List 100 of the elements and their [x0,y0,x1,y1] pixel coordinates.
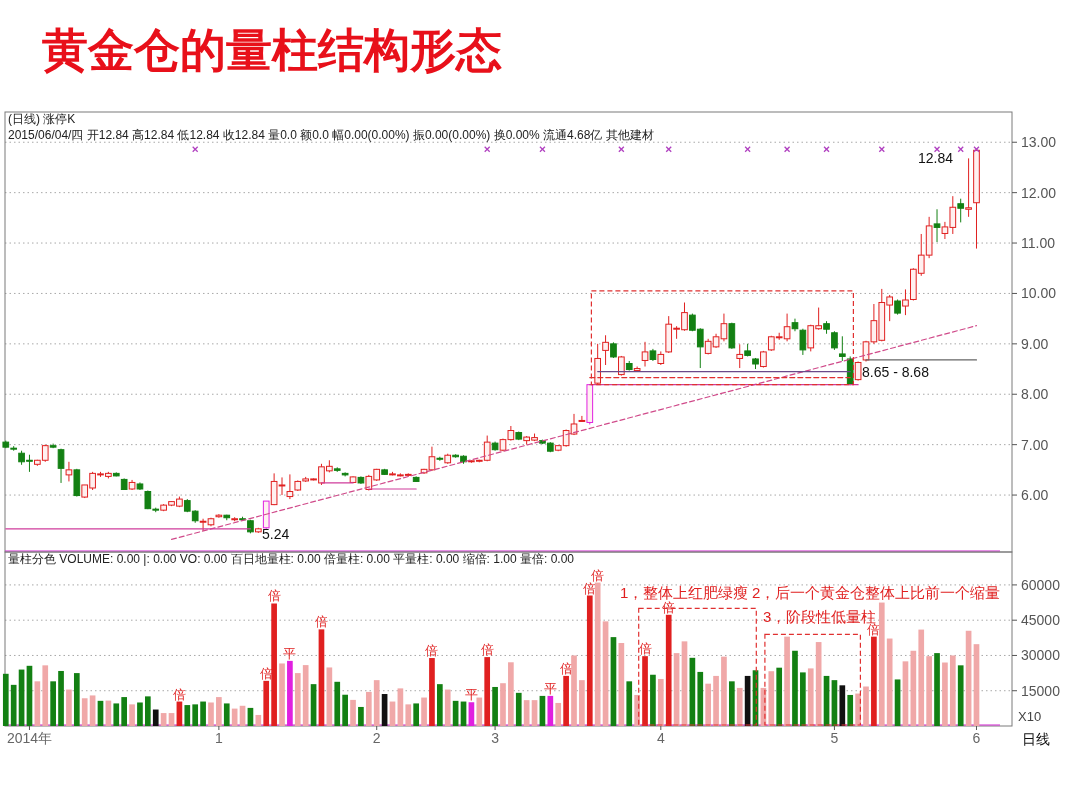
bar [776,667,783,726]
bar [886,638,893,726]
bar [807,668,814,726]
bar [800,672,806,726]
data-label: 平 [464,687,478,703]
y-tick-label: 7.00 [1021,436,1049,453]
y-tick-label: 10.00 [1021,285,1057,302]
bar [586,595,593,726]
chart-title: 黄金仓的量柱结构形态 [42,24,502,76]
bar [697,671,704,726]
bar [216,697,222,726]
text: 日线 [1022,731,1050,747]
candlestick [65,461,73,482]
bar [721,656,727,726]
bar [792,650,798,726]
candlestick [286,473,294,500]
x-tick-label: 6 [972,730,981,746]
bar [729,681,735,726]
y-tick-label: 30000 [1021,647,1061,664]
annotation: 8.65 - 8.68 [862,364,930,380]
data-label: 倍 [591,567,605,583]
bar [302,665,309,726]
bar [358,706,364,726]
data-label: 倍 [559,660,573,676]
bar [287,660,293,726]
x-tick-label: 3 [491,730,500,746]
bar [200,701,206,726]
annotation: 1，整体上红肥绿瘦 [620,584,749,601]
bar [113,703,120,726]
candlestick [641,341,649,368]
bar [255,714,262,726]
bar [421,697,427,726]
bar [500,683,506,726]
bar [579,680,585,726]
bar [863,686,869,726]
bar [437,684,443,726]
bar [192,704,199,726]
bar [73,673,80,726]
bar [137,702,143,726]
bar [121,697,128,726]
candlestick [57,448,65,484]
bar [342,694,348,726]
x-tick-label: 1 [214,730,223,746]
bar [736,687,743,726]
bar [405,704,412,726]
bar [294,673,301,726]
bar [918,629,925,726]
bar [129,704,135,726]
bar [508,662,514,726]
y-tick-label: 13.00 [1021,134,1057,151]
y-tick-label: 11.00 [1021,235,1056,252]
bar [263,680,270,726]
bar [555,702,562,726]
bar [847,694,854,726]
bar [58,670,64,726]
annotation: 12.84 [918,150,954,166]
candlestick [957,198,965,223]
y-tick-label: 12.00 [1021,184,1057,201]
data-label: 平 [283,645,297,661]
bar [705,683,712,726]
bar [878,602,885,726]
bar [547,695,554,726]
bar [2,673,9,726]
bar [942,662,948,726]
bar [713,675,719,726]
bar [429,658,435,726]
bar [926,656,932,726]
candlestick [799,328,807,356]
candlestick [838,335,846,362]
text: (日线) 涨停K 2015/06/04/四 开12.84 高12.84 低12.84 收12.84 量0.0 额0.0 幅0.00(0.00%) 振0.00(0.00%) 换0.00% 流通4.68亿 其他建材 [8,112,654,142]
candlestick [965,157,972,218]
bar [934,653,940,726]
bar [563,675,569,726]
annotation: 2，后一个黄金仓整体上比前一个缩量 [752,584,1001,601]
data-label: 倍 [314,614,328,630]
data-label: 倍 [638,641,652,657]
bar [145,696,151,726]
bar [81,698,88,726]
y-tick-label: 15000 [1021,682,1061,699]
bar [492,686,498,726]
annotation: 3，阶段性低量柱 [763,608,877,625]
bar [444,689,451,726]
x-tick-label: 2014年 [6,730,53,746]
x-tick-label: 2 [372,730,381,746]
bar [152,709,159,726]
bar [184,705,191,726]
y-tick-label: 6.00 [1021,487,1049,504]
bar [10,684,17,726]
bar [949,655,956,726]
y-tick-label: 8.00 [1021,386,1049,403]
bar [768,671,775,726]
bar [957,665,964,726]
bar [665,614,672,726]
bar [626,681,633,726]
bar [571,655,577,726]
bar [279,663,285,726]
bar [515,692,522,726]
y-tick-label: 45000 [1021,612,1061,629]
bar [839,685,846,726]
annotation: 5.24 [262,526,290,542]
